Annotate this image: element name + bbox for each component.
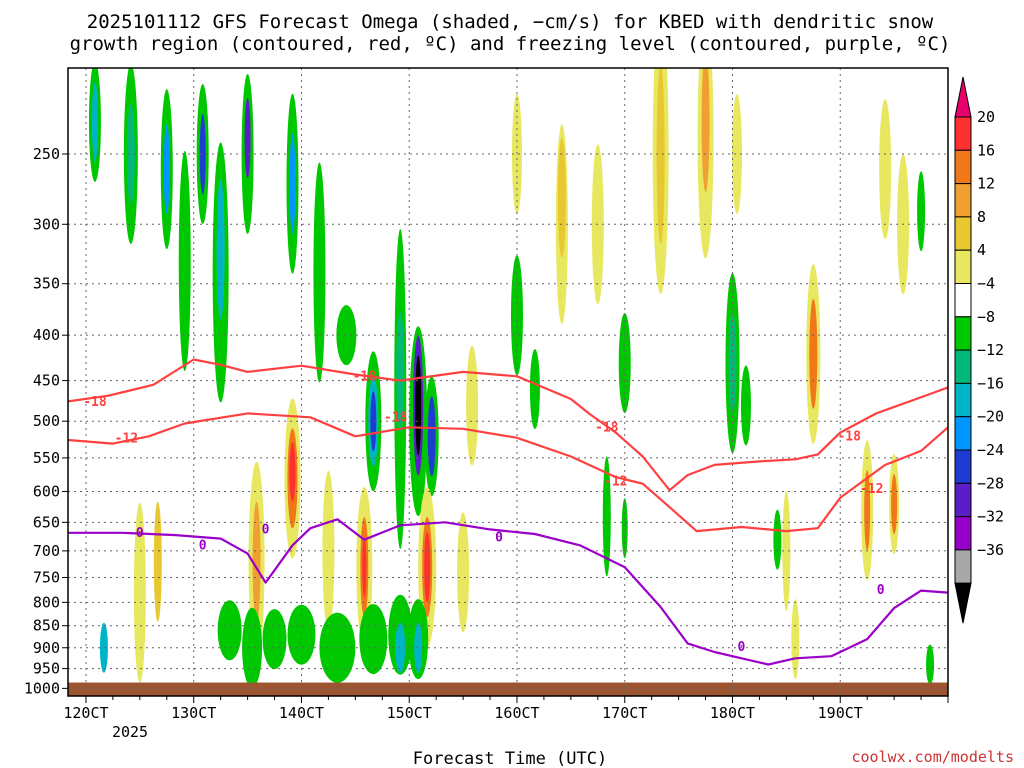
colorbar-arrow-bottom bbox=[954, 582, 972, 624]
x-tick-label-6: 180CT bbox=[710, 704, 755, 722]
contour-label-4: -18 bbox=[837, 429, 861, 444]
colorbar-swatch-3 bbox=[954, 183, 972, 218]
credit-link[interactable]: coolwx.com/modelts bbox=[851, 748, 1014, 766]
colorbar-swatch-6 bbox=[954, 283, 972, 318]
y-tick-label-0: 250 bbox=[33, 145, 60, 163]
contour-label-7: -12 bbox=[860, 482, 883, 497]
colorbar-swatch-11 bbox=[954, 449, 972, 484]
colorbar-label-4: 4 bbox=[977, 241, 986, 259]
x-axis: 120CT 130CT 140CT 150CT 160CT 170CT 180CT 190CT bbox=[63, 696, 949, 722]
contour-label-6: -12 bbox=[604, 475, 627, 490]
colorbar-swatch-12 bbox=[954, 482, 972, 518]
colorbar-label-13: −36 bbox=[977, 541, 1004, 559]
colorbar: 20 16 12 8 4 −4 −8 −12 −16 −20 −24 −28 −32 −36 bbox=[954, 76, 1004, 624]
y-tick-label-3: 400 bbox=[33, 326, 60, 344]
contour-line-2 bbox=[68, 518, 948, 666]
chart-title-line-1: 2025101112 GFS Forecast Omega (shaded, −… bbox=[87, 11, 934, 33]
x-tick-label-7: 190CT bbox=[818, 704, 863, 722]
y-tick-label-7: 600 bbox=[33, 482, 60, 500]
contour-label-11: 0 bbox=[495, 530, 503, 545]
y-tick-label-12: 850 bbox=[33, 617, 60, 635]
contour-label-9: 0 bbox=[199, 538, 207, 553]
chart-title-line-2: growth region (contoured, red, ºC) and f… bbox=[70, 33, 951, 55]
colorbar-swatch-13 bbox=[954, 516, 972, 551]
colorbar-swatch-7 bbox=[954, 316, 972, 351]
colorbar-swatch-14 bbox=[954, 549, 972, 584]
contour-line-1 bbox=[68, 412, 948, 533]
colorbar-swatch-2 bbox=[954, 149, 972, 185]
colorbar-swatch-9 bbox=[954, 382, 972, 418]
colorbar-label-1: 16 bbox=[977, 141, 995, 159]
y-tick-label-15: 1000 bbox=[24, 679, 60, 697]
contour-label-3: -18 bbox=[595, 420, 619, 435]
x-axis-title: Forecast Time (UTC) bbox=[413, 749, 607, 768]
contour-label-1: -18 bbox=[353, 369, 377, 384]
terrain-layer bbox=[68, 682, 948, 696]
colorbar-swatch-8 bbox=[954, 349, 972, 384]
y-tick-label-4: 450 bbox=[33, 372, 60, 390]
contour-labels: -18 -18 -18 -18 -18 -12 -12 -12 0 0 0 0 0 0 bbox=[83, 369, 885, 655]
colorbar-label-11: −28 bbox=[977, 474, 1004, 492]
colorbar-label-3: 8 bbox=[977, 208, 986, 226]
contour-label-10: 0 bbox=[262, 522, 270, 537]
y-tick-label-6: 550 bbox=[33, 449, 60, 467]
contour-lines bbox=[68, 358, 948, 666]
colorbar-label-0: 20 bbox=[977, 108, 995, 126]
y-tick-label-8: 650 bbox=[33, 513, 60, 531]
y-tick-label-10: 750 bbox=[33, 568, 60, 586]
colorbar-label-5: −4 bbox=[977, 275, 995, 293]
y-tick-label-2: 350 bbox=[33, 275, 60, 293]
colorbar-swatch-1 bbox=[954, 116, 972, 151]
contour-label-0: -18 bbox=[83, 395, 107, 410]
colorbar-label-2: 12 bbox=[977, 175, 995, 193]
colorbar-label-10: −24 bbox=[977, 441, 1004, 459]
colorbar-label-6: −8 bbox=[977, 308, 995, 326]
y-tick-label-1: 300 bbox=[33, 215, 60, 233]
y-tick-label-11: 800 bbox=[33, 593, 60, 611]
y-axis: 250 300 350 400 450 500 550 600 650 700 750 800 850 9… bbox=[24, 145, 68, 697]
omega-shading bbox=[88, 68, 935, 688]
x-year-label: 2025 bbox=[112, 723, 148, 741]
contour-label-5: -12 bbox=[115, 432, 138, 447]
x-tick-label-2: 140CT bbox=[279, 704, 324, 722]
contour-label-8: 0 bbox=[136, 526, 144, 541]
contour-label-2: -18 bbox=[384, 410, 408, 425]
colorbar-label-9: −20 bbox=[977, 408, 1004, 426]
colorbar-label-8: −16 bbox=[977, 374, 1004, 392]
contour-label-13: 0 bbox=[877, 583, 885, 598]
contour-label-12: 0 bbox=[738, 640, 746, 655]
colorbar-swatch-5 bbox=[954, 249, 972, 284]
y-tick-label-14: 950 bbox=[33, 660, 60, 678]
y-tick-label-13: 900 bbox=[33, 639, 60, 657]
y-tick-label-9: 700 bbox=[33, 542, 60, 560]
colorbar-swatch-10 bbox=[954, 416, 972, 451]
x-tick-label-3: 150CT bbox=[387, 704, 432, 722]
contour-line-0 bbox=[68, 358, 948, 492]
x-tick-label-0: 120CT bbox=[63, 704, 108, 722]
colorbar-label-12: −32 bbox=[977, 508, 1004, 526]
x-tick-label-1: 130CT bbox=[171, 704, 216, 722]
colorbar-label-7: −12 bbox=[977, 341, 1004, 359]
colorbar-swatch-4 bbox=[954, 216, 972, 251]
x-tick-label-4: 160CT bbox=[494, 704, 539, 722]
y-tick-label-5: 500 bbox=[33, 412, 60, 430]
plot-frame bbox=[67, 67, 949, 697]
x-tick-label-5: 170CT bbox=[602, 704, 647, 722]
